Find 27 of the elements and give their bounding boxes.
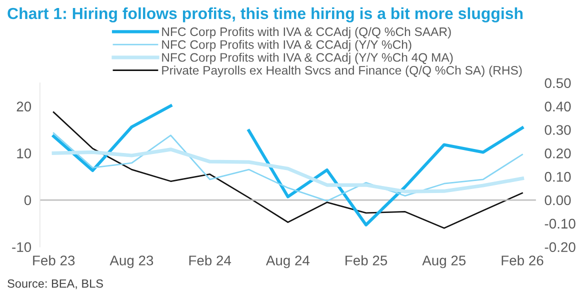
x-tick-label: Aug 24: [266, 256, 310, 268]
source-note: Source: BEA, BLS: [8, 279, 103, 290]
x-tick-label: Aug 25: [422, 256, 466, 268]
y-tick-label: -10: [12, 242, 32, 252]
line-series: [52, 132, 523, 202]
legend-label: NFC Corp Profits with IVA & CCAdj (Q/Q %Ch SAAR): [162, 27, 451, 38]
y2-tick-label: 0.00: [544, 195, 571, 206]
y2-tick-label: -0.20: [544, 242, 576, 252]
legend-label: Private Payrolls ex Health Svcs and Finance (Q/Q %Ch SA) (RHS): [162, 66, 522, 78]
line-series: [52, 148, 524, 194]
y2-tick-label: 0.40: [544, 102, 571, 112]
y2-tick-label: 0.10: [544, 172, 571, 182]
x-tick-label: Feb 25: [346, 255, 388, 266]
y-tick-label: 10: [17, 148, 32, 158]
y2-tick-label: 0.30: [544, 125, 571, 135]
y-tick-label: 20: [16, 102, 32, 112]
y2-tick-label: 0.20: [544, 148, 571, 158]
chart-title: Chart 1: Hiring follows profits, this time hiring is a bit more sluggish: [8, 7, 523, 22]
legend-label: NFC Corp Profits with IVA & CCAdj (Y/Y %Ch): [162, 40, 412, 52]
y2-tick-label: -0.10: [544, 218, 576, 229]
x-tick-label: Feb 24: [189, 255, 232, 266]
y2-tick-label: 0.50: [544, 78, 571, 88]
x-tick-label: Feb 26: [502, 255, 544, 266]
x-tick-label: Feb 23: [33, 255, 75, 266]
y-tick-label: 0: [24, 195, 32, 206]
x-tick-label: Aug 23: [110, 256, 154, 268]
legend-label: NFC Corp Profits with IVA & CCAdj (Y/Y %Ch 4Q MA): [162, 52, 453, 64]
